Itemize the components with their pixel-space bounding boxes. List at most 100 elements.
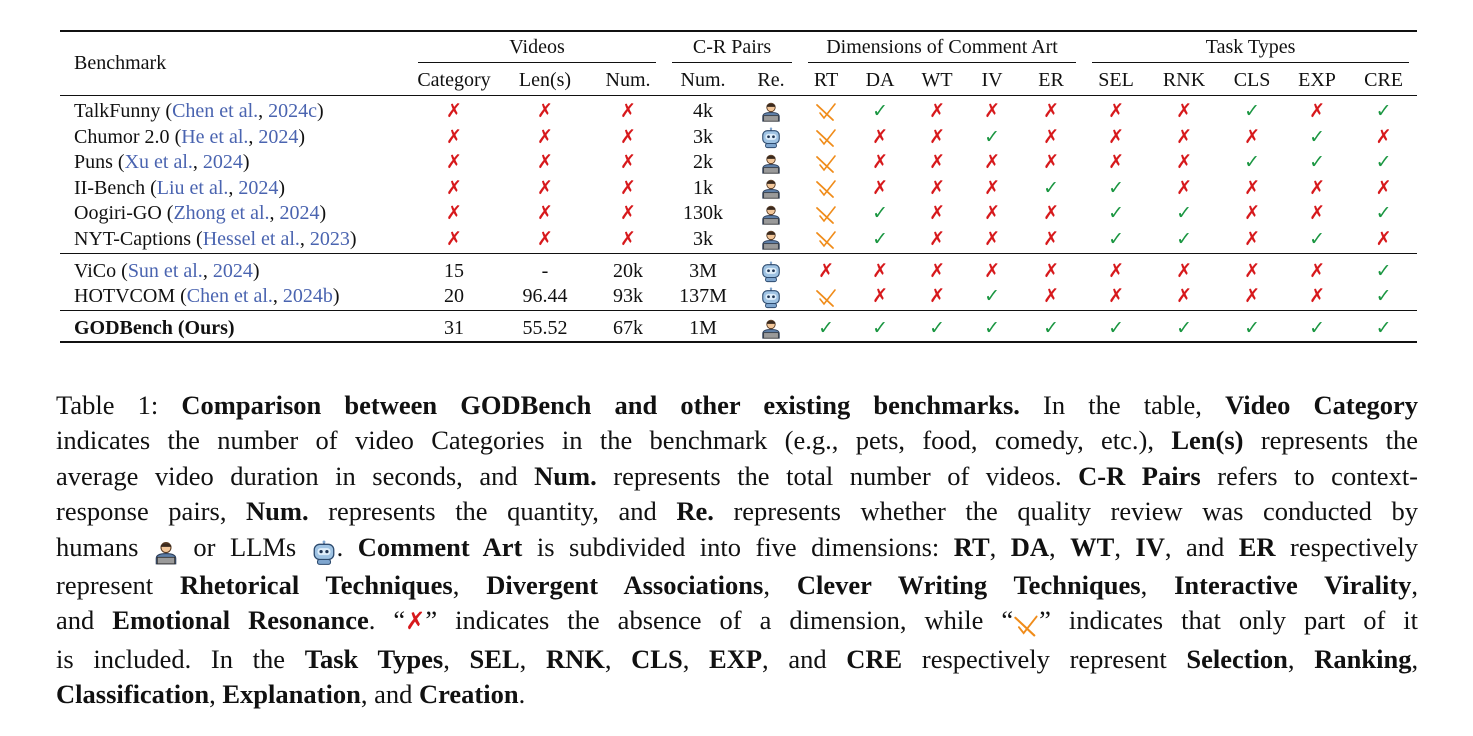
cross-mark-icon: ✗	[818, 259, 834, 282]
dimension-mark-cell	[800, 96, 852, 125]
cr-num-cell: 2k	[693, 151, 714, 174]
dimension-mark-cell: ✗	[966, 252, 1019, 285]
check-mark-icon: ✓	[1244, 316, 1260, 339]
citation-year-link[interactable]: 2024	[238, 176, 279, 199]
caption-text: ” indicates the absence of a dimension, …	[425, 605, 1014, 636]
cross-mark-icon: ✗	[537, 176, 553, 199]
dimension-mark-cell: ✓	[966, 125, 1018, 151]
subheader-cls: CLS	[1220, 66, 1285, 96]
caption-term: CLS	[631, 643, 683, 674]
caption-icon	[311, 533, 337, 568]
caption-term: SEL	[469, 643, 520, 674]
citation-year-link[interactable]: 2024	[212, 259, 253, 282]
citation-year-link[interactable]: 2024	[202, 151, 243, 174]
dimension-mark-cell: ✗	[908, 150, 966, 176]
benchmark-name: TalkFunny	[74, 100, 161, 122]
dimension-mark-cell	[800, 176, 852, 202]
caption-term: WT	[1070, 531, 1115, 562]
caption-text: is subdivided into five dimensions:	[522, 531, 954, 562]
cross-mark-icon: ✗	[929, 151, 945, 174]
dimension-mark-cell: ✗	[1018, 227, 1084, 253]
subheader-iv: IV	[966, 66, 1019, 96]
task-mark-cell: ✗	[1148, 150, 1220, 176]
subheader-len-s: Len(s)	[498, 66, 592, 96]
citation-author-link[interactable]: Xu et al.	[124, 151, 193, 174]
caption-text: ,	[519, 643, 546, 674]
task-mark-cell: ✓	[1148, 227, 1220, 253]
benchmark-name: HOTVCOM	[74, 285, 176, 308]
human-reviewer-icon	[762, 103, 780, 123]
citation-year-link[interactable]: 2024c	[268, 100, 318, 122]
subheader-num: Num.	[664, 66, 743, 96]
cr-num-cell: 137M	[679, 285, 727, 308]
task-mark-cell: ✗	[1220, 201, 1284, 227]
check-mark-icon: ✓	[1108, 316, 1124, 339]
task-types-group-header: Task Types	[1084, 30, 1418, 66]
citation-author-link[interactable]: Chen et al.	[172, 100, 259, 122]
dimension-mark-cell: ✗	[908, 201, 966, 227]
caption-line: average video duration in seconds, and N…	[56, 459, 1418, 494]
table-row: Chumor 2.0 (He et al., 2024) ✗ ✗ ✗ 3k ✗ ✗ ✓ ✗ ✗ ✗ ✗…	[60, 125, 1417, 151]
cross-mark-icon: ✗	[1043, 285, 1059, 308]
dimension-mark-cell: ✗	[1018, 125, 1084, 151]
check-mark-icon: ✓	[1309, 151, 1325, 174]
caption-term: C-R Pairs	[1078, 460, 1201, 491]
task-mark-cell: ✗	[1084, 252, 1149, 285]
dimensions-group-header: Dimensions of Comment Art	[800, 30, 1085, 66]
dimension-mark-cell	[800, 150, 852, 176]
review-cell	[742, 96, 800, 125]
citation-year-link[interactable]: 2024	[279, 202, 320, 225]
citation-author-link[interactable]: Sun et al.	[127, 259, 203, 282]
cross-mark-icon: ✗	[537, 151, 553, 174]
caption-term: Explanation	[222, 679, 361, 710]
benchmark-name: NYT-Captions	[74, 227, 192, 250]
task-mark-cell: ✓	[1148, 201, 1220, 227]
cross-mark-icon: ✗	[537, 100, 553, 122]
check-mark-icon: ✓	[1375, 285, 1392, 308]
check-mark-icon: ✓	[1309, 316, 1325, 339]
benchmark-name: Chumor 2.0	[74, 125, 170, 148]
check-mark-icon: ✓	[929, 316, 945, 339]
caption-text: ,	[1114, 531, 1136, 562]
check-mark-icon: ✓	[1244, 100, 1260, 122]
check-mark-icon: ✓	[1176, 202, 1192, 225]
check-mark-icon: ✓	[1375, 259, 1392, 282]
review-cell	[742, 227, 800, 253]
caption-term: Re.	[676, 496, 714, 527]
partial-mark-icon	[816, 180, 836, 199]
ours-benchmark: GODBench (Ours) 31 55.52 67k 1M ✓ ✓ ✓ ✓ ✓ ✓ ✓ ✓ ✓ ✓	[60, 309, 1418, 344]
citation-author-link[interactable]: Hessel et al.	[202, 227, 300, 250]
task-mark-cell: ✓	[1084, 176, 1148, 202]
dimension-mark-cell: ✗	[908, 227, 966, 253]
caption-text: average video duration in seconds, and	[56, 460, 535, 491]
citation-year-link[interactable]: 2024	[258, 125, 299, 148]
category-cell: 20	[444, 285, 464, 308]
citation-sep: ,	[272, 285, 283, 308]
caption-line: is included. In the Task Types, SEL, RNK…	[56, 642, 1418, 677]
review-cell	[742, 125, 800, 151]
caption-icon	[153, 533, 179, 568]
task-mark-cell: ✗	[1284, 96, 1350, 125]
caption-text: and	[56, 605, 113, 636]
llm-reviewer-icon	[313, 540, 335, 565]
dimension-mark-cell: ✗	[908, 125, 966, 151]
citation-author-link[interactable]: Chen et al.	[186, 285, 273, 308]
caption-text: ,	[682, 643, 710, 674]
check-mark-icon: ✓	[1375, 202, 1392, 225]
dimension-mark-cell	[800, 227, 852, 253]
check-mark-icon: ✓	[1108, 176, 1124, 199]
subheader-er: ER	[1018, 66, 1085, 96]
citation-author-link[interactable]: Zhong et al.	[173, 202, 270, 225]
len-cell: 55.52	[498, 309, 592, 344]
caption-line: indicates the number of video Categories…	[56, 423, 1418, 458]
citation-author-link[interactable]: Liu et al.	[156, 176, 229, 199]
task-mark-cell: ✗	[1220, 227, 1284, 253]
task-mark-cell: ✗	[1148, 252, 1221, 285]
citation-year-link[interactable]: 2024b	[282, 285, 333, 308]
citation-author-link[interactable]: He et al.	[181, 125, 249, 148]
citation-year-link[interactable]: 2023	[309, 227, 350, 250]
caption-text: or LLMs	[178, 531, 311, 562]
dimension-mark-cell: ✗	[966, 227, 1018, 253]
num-cell: ✗	[592, 201, 664, 227]
table-row: Oogiri-GO (Zhong et al., 2024) ✗ ✗ ✗ 130k ✓ ✗ ✗…	[60, 201, 1417, 227]
